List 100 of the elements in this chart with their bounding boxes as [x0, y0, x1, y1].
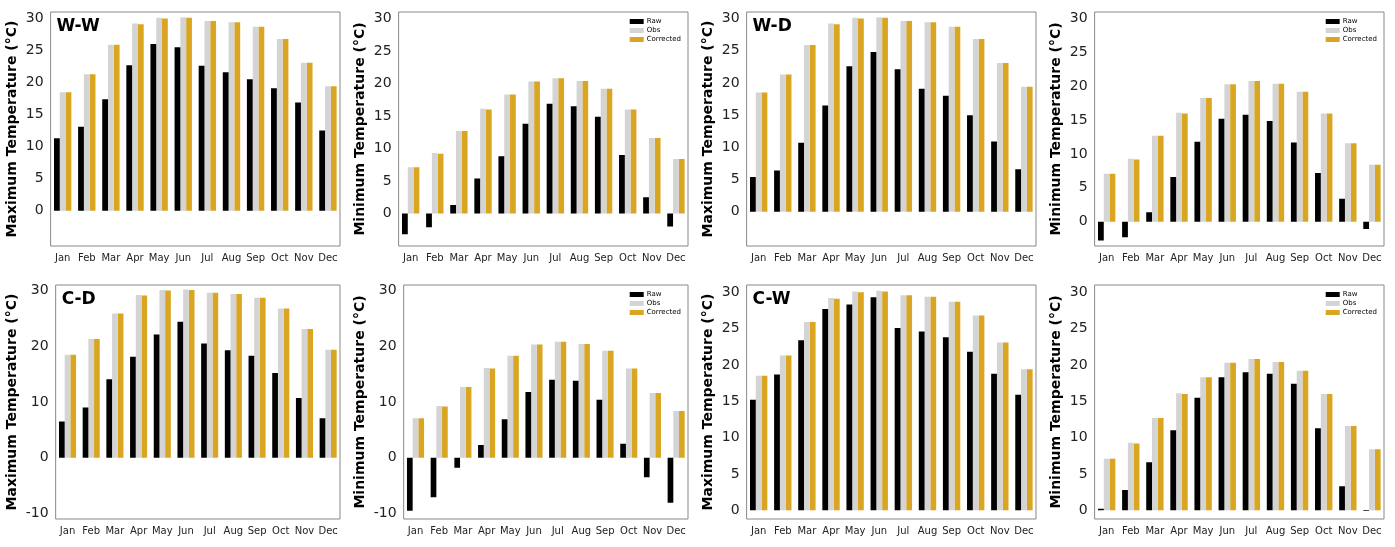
x-tick-label: Oct [272, 524, 290, 536]
bar [606, 88, 613, 214]
bar [654, 138, 661, 214]
bar [1206, 97, 1212, 222]
bar [942, 95, 949, 212]
y-tick-label: -10 [373, 504, 397, 521]
x-tick-label: Sep [1290, 524, 1310, 536]
x-tick-label: Jan [53, 251, 71, 263]
bar [224, 350, 231, 458]
y-tick-label: 20 [378, 336, 397, 353]
bar [833, 24, 840, 212]
x-tick-label: Oct [1315, 251, 1333, 263]
bar [204, 20, 211, 211]
bar [1122, 221, 1128, 238]
bar [489, 368, 496, 458]
bar [525, 391, 532, 458]
bar [236, 293, 242, 458]
x-tick-label: Apr [822, 524, 841, 536]
bar [498, 156, 505, 214]
y-tick-label: 30 [721, 9, 740, 26]
y-tick-label: 0 [1078, 212, 1088, 229]
bar [1254, 80, 1261, 222]
x-tick-label: Jun [177, 524, 194, 536]
x-tick-label: Jul [1244, 251, 1258, 263]
x-tick-label: May [844, 524, 866, 536]
bar [1146, 462, 1153, 511]
x-tick-label: Jun [174, 251, 192, 263]
bar [406, 457, 413, 511]
bar [582, 80, 589, 214]
bar [531, 344, 537, 458]
bar [201, 343, 207, 458]
bar [1350, 425, 1357, 511]
x-tick-label: Jul [1244, 524, 1258, 536]
bar [1344, 143, 1351, 222]
x-tick-label: Oct [619, 251, 637, 263]
bar [1146, 212, 1153, 222]
bar [295, 102, 301, 211]
bar [461, 130, 468, 214]
bar [295, 398, 302, 458]
y-axis-title: Maximum Temperature (°C) [3, 293, 20, 511]
bar [572, 380, 579, 458]
y-tick-label: 25 [1069, 43, 1088, 60]
x-tick-label: Sep [246, 251, 266, 263]
x-tick-label: Aug [1265, 251, 1286, 263]
x-tick-label: Aug [571, 524, 592, 536]
x-tick-label: Mar [449, 251, 470, 263]
chart-title: W-W [56, 14, 100, 35]
y-tick-label: 30 [721, 282, 740, 299]
x-tick-label: Aug [223, 524, 244, 536]
bar [1002, 62, 1009, 212]
bar [1176, 112, 1182, 222]
bar [779, 74, 786, 212]
bar [1127, 442, 1134, 511]
bar [112, 313, 118, 458]
bar [53, 138, 60, 211]
bar [431, 153, 438, 214]
x-tick-label: Apr [126, 251, 145, 263]
x-tick-label: Jan [1097, 251, 1115, 263]
bar [1194, 397, 1201, 511]
x-tick-label: Nov [294, 251, 314, 263]
x-tick-label: Nov [990, 524, 1010, 536]
x-tick-label: Feb [430, 524, 449, 536]
x-tick-label: Apr [474, 251, 493, 263]
bar [307, 329, 313, 458]
y-axis-title: Minimum Temperature (°C) [351, 22, 368, 236]
bar [83, 74, 90, 211]
bar [510, 94, 516, 214]
x-tick-label: Jan [401, 251, 419, 263]
bar [798, 142, 805, 212]
bar [1194, 141, 1201, 222]
bar [407, 167, 414, 214]
y-tick-label: 15 [373, 106, 392, 123]
x-tick-label: Apr [1170, 251, 1189, 263]
y-tick-label: -10 [25, 504, 49, 521]
x-tick-label: Oct [967, 524, 985, 536]
bar [1103, 173, 1110, 222]
x-tick-label: Apr [129, 524, 149, 536]
bar [108, 44, 114, 211]
bar [570, 106, 577, 214]
x-tick-label: Jan [1097, 524, 1115, 536]
bar [991, 373, 997, 511]
x-tick-label: Apr [1170, 524, 1189, 536]
x-tick-label: Feb [77, 251, 96, 263]
x-tick-label: Jan [749, 251, 767, 263]
bar [186, 17, 192, 211]
bar [1097, 221, 1104, 241]
bar [996, 342, 1003, 511]
y-tick-label: 0 [730, 202, 740, 219]
bar [655, 393, 661, 458]
bar [667, 213, 674, 227]
y-tick-label: 20 [30, 336, 49, 353]
bar [882, 17, 888, 212]
x-tick-label: May [496, 251, 518, 263]
bar [942, 337, 949, 511]
bar [852, 17, 859, 212]
bar [1278, 362, 1285, 511]
bar [673, 410, 679, 458]
bar [426, 213, 432, 228]
bar [277, 308, 284, 458]
x-tick-label: Feb [773, 251, 792, 263]
